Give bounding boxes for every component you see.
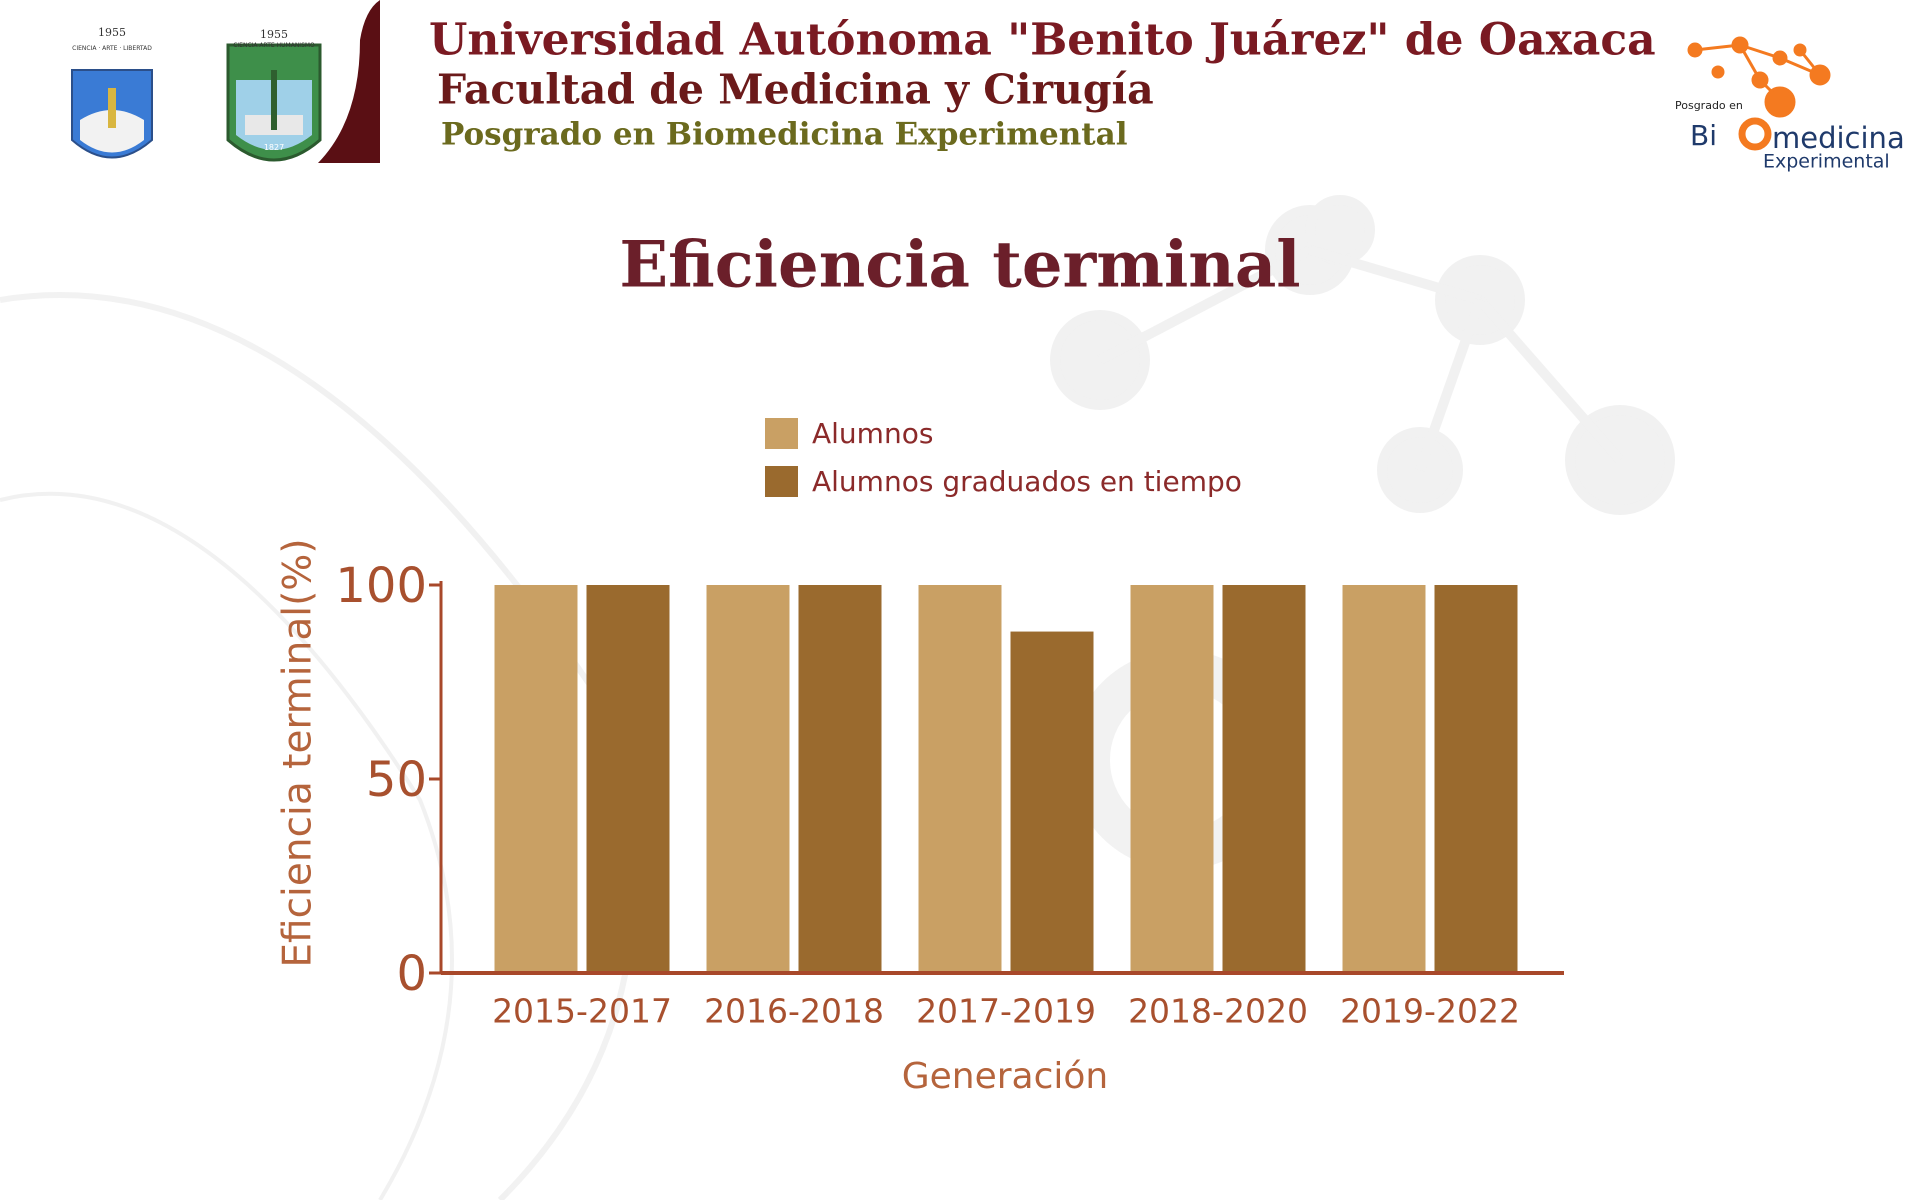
legend-label: Alumnos [812,417,933,450]
logo-founded: 1827 [264,143,284,152]
x-tick-label: 2016-2018 [704,992,884,1031]
logo-text: Experimental [1763,151,1890,173]
logo-motto: CIENCIA · ARTE · LIBERTAD [72,45,152,52]
university-name: Universidad Autónoma "Benito Juárez" de … [429,15,1656,66]
bar [1130,585,1214,973]
logo-year: 1955 [98,26,126,39]
plot: 0 50 100 2015-2017 2016-2018 2017-2019 2018-20… [335,417,1564,1031]
logo-medicina: 1955 CIENCIA ARTE HUMANISMO 1827 [226,28,322,162]
legend-label: Alumnos graduados en tiempo [812,465,1242,498]
bar [494,585,578,973]
logo-text: Bi [1690,119,1717,152]
legend-swatch [765,466,798,497]
bar [1222,585,1306,973]
bar [1010,631,1094,973]
program-name: Posgrado en Biomedicina Experimental [441,117,1127,153]
bar [706,585,790,973]
logo-uabjo: 1955 CIENCIA · ARTE · LIBERTAD [71,26,153,159]
x-tick-label: 2018-2020 [1128,992,1308,1031]
faculty-name: Facultad de Medicina y Cirugía [437,66,1154,114]
bar [586,585,670,973]
logo-motto: CIENCIA ARTE HUMANISMO [233,42,315,49]
x-axis-title: Generación [902,1056,1109,1097]
y-axis-title: Eficiencia terminal(%) [276,538,321,967]
logo-year: 1955 [260,28,288,41]
bar [918,585,1002,973]
x-tick-label: 2019-2022 [1340,992,1520,1031]
y-tick-label: 0 [396,946,427,1002]
logo-text: medicina [1772,121,1905,155]
logo-text: Posgrado en [1675,99,1743,112]
bar [1342,585,1426,973]
bar [798,585,882,973]
logo-biomedicina [1687,36,1831,151]
bar [1434,585,1518,973]
x-tick-label: 2015-2017 [492,992,672,1031]
legend-swatch [765,418,798,449]
y-tick-label: 100 [335,558,427,614]
header-accent [318,0,380,163]
chart-title: Eficiencia terminal [619,228,1300,303]
x-tick-label: 2017-2019 [916,992,1096,1031]
y-tick-label: 50 [366,752,427,808]
